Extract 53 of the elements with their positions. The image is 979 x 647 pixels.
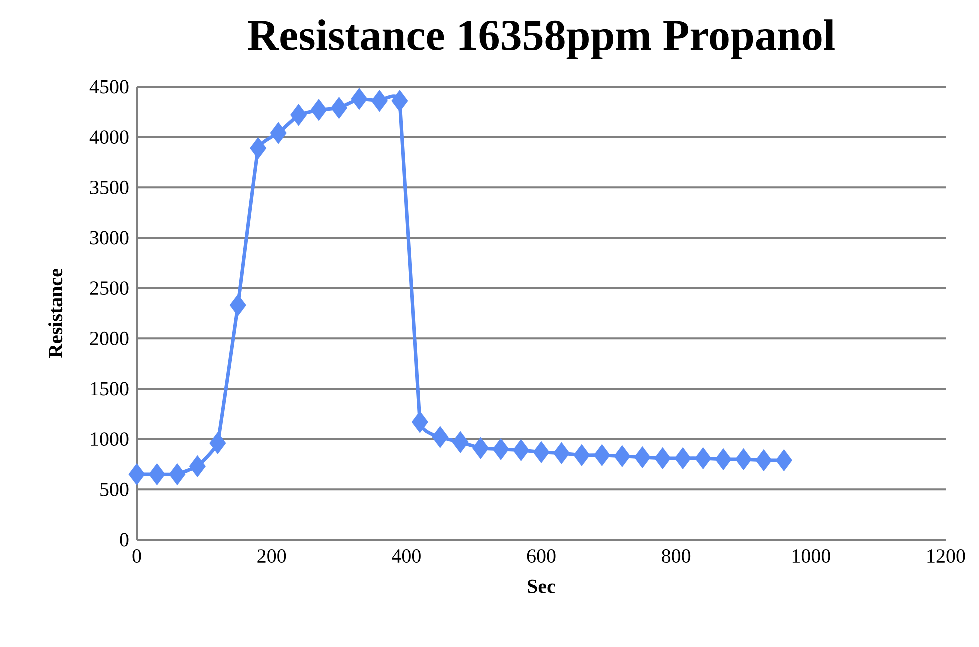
x-tick-label: 400 bbox=[392, 550, 421, 564]
point bbox=[270, 122, 287, 144]
x-tick-label: 800 bbox=[662, 550, 691, 564]
point bbox=[452, 431, 469, 454]
x-tick-label: 0 bbox=[132, 550, 142, 564]
x-tick-label: 1200 bbox=[928, 550, 966, 564]
y-tick-label: 2000 bbox=[90, 332, 129, 346]
point bbox=[694, 447, 712, 470]
x-tick-label: 600 bbox=[527, 550, 556, 564]
point bbox=[371, 90, 388, 112]
y-tick-label: 0 bbox=[120, 533, 129, 547]
y-tick-label: 4500 bbox=[90, 80, 129, 94]
point bbox=[553, 442, 570, 464]
y-axis-title: Resistance bbox=[48, 269, 63, 358]
point bbox=[654, 447, 672, 470]
point bbox=[472, 437, 490, 460]
y-tick-label: 1500 bbox=[91, 382, 129, 396]
x-axis-title: Sec bbox=[528, 580, 556, 594]
point bbox=[756, 449, 772, 472]
point bbox=[594, 444, 610, 466]
point bbox=[412, 411, 428, 434]
point bbox=[128, 463, 146, 486]
y-tick-label: 3500 bbox=[90, 180, 129, 194]
point bbox=[512, 439, 530, 462]
point bbox=[574, 444, 590, 466]
y-tick-label: 1000 bbox=[91, 432, 129, 446]
point bbox=[169, 463, 186, 486]
point bbox=[148, 463, 166, 486]
y-tick-label: 3000 bbox=[90, 231, 129, 245]
point bbox=[674, 447, 692, 470]
point bbox=[210, 432, 226, 454]
point bbox=[776, 449, 793, 472]
point bbox=[715, 448, 732, 471]
point bbox=[351, 88, 368, 110]
point bbox=[310, 99, 328, 122]
y-tick-label: 2500 bbox=[90, 282, 129, 296]
point bbox=[330, 97, 348, 120]
point bbox=[189, 455, 206, 478]
y-tick-label: 4000 bbox=[90, 130, 129, 144]
point bbox=[492, 438, 510, 460]
x-tick-label: 200 bbox=[258, 550, 286, 564]
chart-title: Resistance 16358ppm Propanol bbox=[248, 20, 835, 60]
point bbox=[392, 90, 408, 112]
point bbox=[634, 446, 651, 468]
point bbox=[290, 104, 308, 126]
x-tick-label: 1000 bbox=[792, 550, 830, 564]
y-tick-label: 500 bbox=[100, 482, 129, 496]
point bbox=[250, 137, 267, 160]
point bbox=[614, 445, 631, 468]
point bbox=[432, 426, 449, 448]
point bbox=[230, 294, 246, 316]
point bbox=[533, 441, 550, 464]
point bbox=[735, 448, 752, 471]
